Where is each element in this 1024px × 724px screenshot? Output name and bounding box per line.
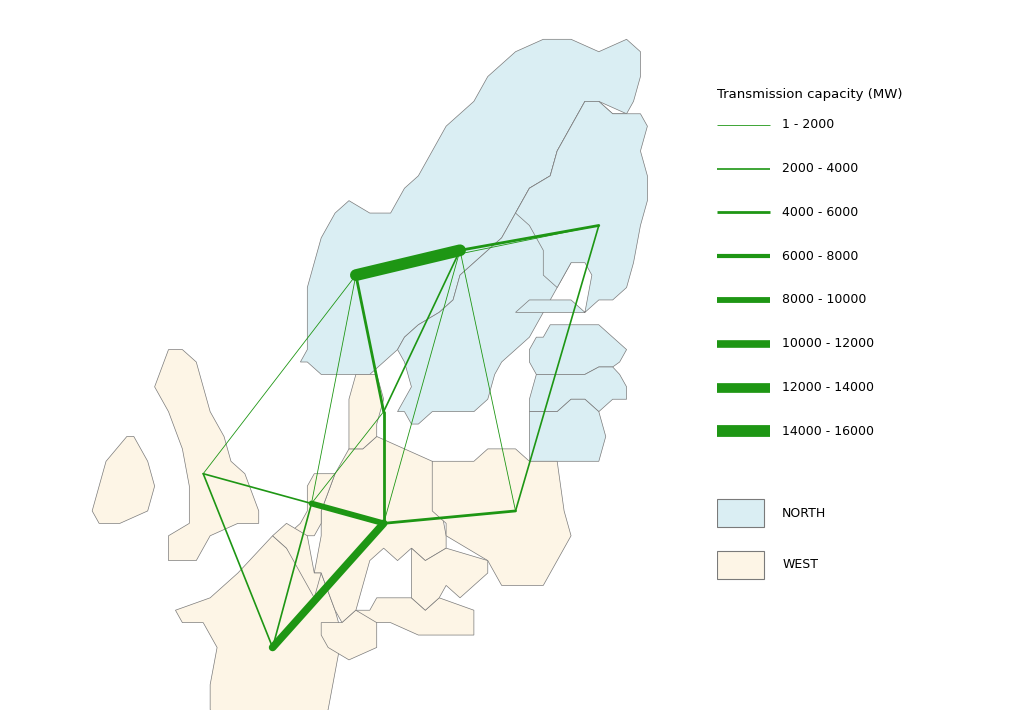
Polygon shape — [529, 325, 627, 374]
Text: 8000 - 10000: 8000 - 10000 — [782, 293, 866, 306]
Text: 1 - 2000: 1 - 2000 — [782, 118, 835, 131]
Text: 12000 - 14000: 12000 - 14000 — [782, 381, 874, 394]
Polygon shape — [349, 374, 384, 449]
Polygon shape — [356, 598, 474, 635]
Text: WEST: WEST — [782, 558, 818, 571]
Polygon shape — [300, 39, 640, 374]
Polygon shape — [175, 536, 342, 724]
Text: 6000 - 8000: 6000 - 8000 — [782, 250, 858, 263]
Text: 14000 - 16000: 14000 - 16000 — [782, 425, 874, 438]
Polygon shape — [272, 523, 322, 598]
Text: 2000 - 4000: 2000 - 4000 — [782, 162, 858, 175]
Polygon shape — [529, 367, 627, 412]
Polygon shape — [314, 437, 446, 623]
Polygon shape — [322, 610, 377, 660]
Polygon shape — [287, 473, 335, 536]
Text: Transmission capacity (MW): Transmission capacity (MW) — [717, 88, 902, 101]
Polygon shape — [412, 548, 487, 610]
Polygon shape — [155, 350, 259, 560]
Text: NORTH: NORTH — [782, 507, 826, 520]
Polygon shape — [432, 449, 571, 586]
Text: 4000 - 6000: 4000 - 6000 — [782, 206, 858, 219]
Bar — [717, 551, 764, 578]
Polygon shape — [515, 101, 647, 312]
Text: 10000 - 12000: 10000 - 12000 — [782, 337, 874, 350]
Polygon shape — [529, 399, 606, 461]
Polygon shape — [92, 437, 155, 523]
Bar — [717, 500, 764, 527]
Polygon shape — [397, 101, 627, 424]
